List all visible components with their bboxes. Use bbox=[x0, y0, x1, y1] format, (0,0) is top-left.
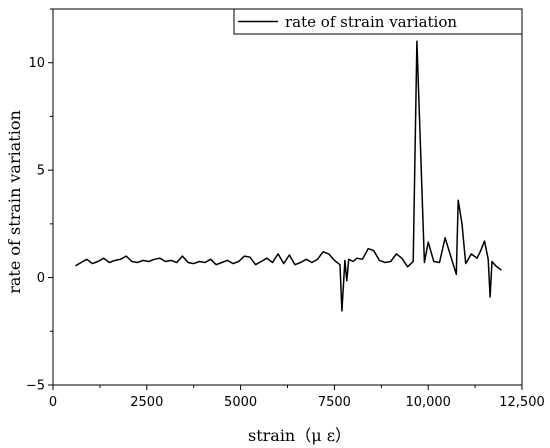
x-tick-label: 0 bbox=[49, 395, 57, 410]
y-axis: −5 0 5 10 bbox=[26, 8, 53, 394]
x-tick-label: 7500 bbox=[318, 395, 351, 410]
legend: rate of strain variation bbox=[233, 8, 523, 35]
plot-area bbox=[52, 8, 523, 386]
y-tick-label: 10 bbox=[28, 56, 45, 71]
y-tick-label: 0 bbox=[37, 271, 45, 286]
x-axis: 0 2500 5000 7500 10,000 12,500 bbox=[49, 385, 545, 410]
x-tick-label: 10,000 bbox=[405, 395, 451, 410]
series-line bbox=[75, 40, 502, 312]
y-tick-label: −5 bbox=[26, 379, 45, 394]
y-tick-label: 5 bbox=[37, 164, 45, 179]
legend-label: rate of strain variation bbox=[285, 13, 457, 31]
legend-box bbox=[233, 8, 523, 35]
series-layer bbox=[75, 40, 502, 312]
x-tick-label: 5000 bbox=[224, 395, 257, 410]
x-axis-title: strain（μ ε） bbox=[248, 426, 351, 445]
y-axis-title: rate of strain variation bbox=[5, 110, 24, 294]
x-tick-label: 12,500 bbox=[499, 395, 545, 410]
plot-frame bbox=[52, 8, 523, 386]
x-tick-label: 2500 bbox=[130, 395, 163, 410]
